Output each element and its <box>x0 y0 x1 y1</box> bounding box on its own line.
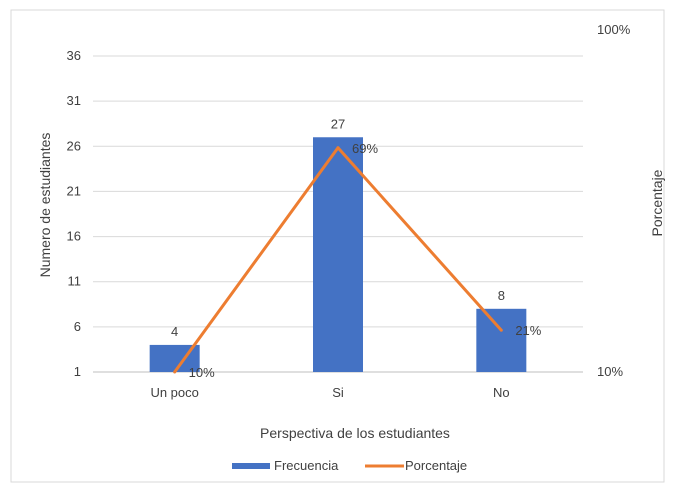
line-point <box>173 370 177 374</box>
y-tick-label: 21 <box>67 183 81 198</box>
y-tick-label: 26 <box>67 138 81 153</box>
y2-tick-label: 10% <box>597 364 623 379</box>
x-axis-title: Perspectiva de los estudiantes <box>260 425 450 441</box>
line-series <box>173 146 503 374</box>
line-data-label: 69% <box>352 141 378 156</box>
y-tick-label: 1 <box>74 364 81 379</box>
bar-data-label: 8 <box>498 288 505 303</box>
y-tick-label: 6 <box>74 319 81 334</box>
legend-swatch-frecuencia <box>232 463 270 469</box>
x-tick-label: Un poco <box>150 385 198 400</box>
bar <box>313 137 363 372</box>
line-point <box>499 328 503 332</box>
legend: Frecuencia Porcentaje <box>232 458 467 473</box>
y-axis-title: Numero de estudiantes <box>37 133 53 278</box>
line-data-label: 10% <box>189 365 215 380</box>
y-tick-label: 31 <box>67 93 81 108</box>
bar-series <box>149 137 527 372</box>
bar-data-label: 4 <box>171 324 178 339</box>
y-tick-label: 16 <box>67 229 81 244</box>
y-tick-label: 36 <box>67 48 81 63</box>
x-tick-label: No <box>493 385 510 400</box>
line-data-label: 21% <box>515 323 541 338</box>
y-tick-label: 11 <box>68 274 82 289</box>
line-point <box>336 146 340 150</box>
bar-data-label: 27 <box>331 116 345 131</box>
y2-tick-label: 100% <box>597 22 631 37</box>
legend-label-frecuencia: Frecuencia <box>274 458 339 473</box>
x-tick-label: Si <box>332 385 344 400</box>
legend-label-porcentaje: Porcentaje <box>405 458 467 473</box>
y2-axis-title: Porcentaje <box>649 169 665 236</box>
bar <box>476 308 527 372</box>
